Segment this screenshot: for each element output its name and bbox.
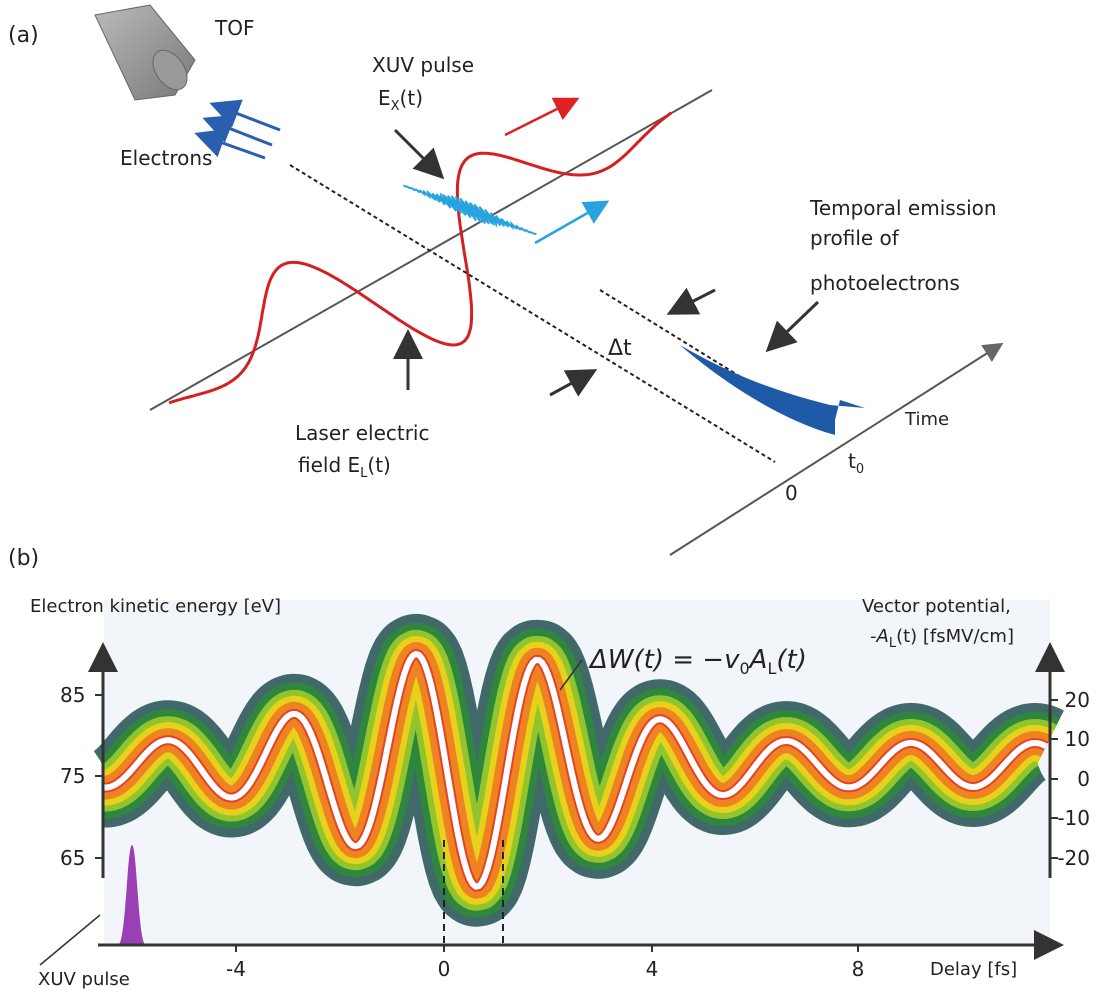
electron-arrows — [194, 99, 281, 160]
right-axis-title: -AL(t) [fsMV/cm] — [870, 626, 1014, 651]
spectrogram-layer — [104, 650, 1048, 890]
x-tick-label: 8 — [852, 957, 865, 981]
x-tick-label: -4 — [226, 957, 246, 981]
delta-arrow — [549, 369, 598, 397]
text: field E — [298, 453, 360, 477]
delta-t-label: Δt — [608, 336, 632, 361]
symbol: -A — [870, 626, 889, 647]
a-sub: L — [767, 659, 776, 678]
x-tick-label: 4 — [646, 957, 659, 981]
laser-label: Laser electric — [295, 421, 429, 445]
equation: ΔW(t) = −v0AL(t) — [588, 645, 807, 678]
arg: (t) — [776, 645, 806, 675]
equation-pointer — [559, 659, 583, 691]
panel-label: (a) — [8, 23, 39, 48]
right-axis-title: Vector potential, — [862, 596, 1011, 617]
dashed-guides — [289, 164, 831, 463]
tof-label: TOF — [214, 16, 254, 40]
xuv-pointer — [39, 914, 101, 966]
laser-field — [168, 111, 673, 405]
laser-label: field EL(t) — [298, 453, 391, 481]
xuv-pulse-shape — [118, 845, 146, 945]
pointer-arrow — [393, 128, 445, 180]
symbol: t — [848, 449, 856, 473]
time-label: Time — [904, 409, 949, 430]
left-tick-label: 65 — [60, 846, 85, 870]
emission-label: Temporal emission — [809, 196, 997, 220]
ticks: 85 75 65 20 10 0 -10 -20 -4 0 4 8 — [60, 683, 1090, 981]
subscript: 0 — [856, 462, 864, 477]
subscript: L — [889, 636, 897, 651]
v: v — [724, 645, 740, 675]
emission-profile — [680, 345, 865, 435]
subscript: L — [360, 466, 368, 481]
right-tick-label: 0 — [1077, 767, 1090, 791]
xuv-arrow — [534, 200, 610, 245]
spectrogram — [67, 613, 1083, 927]
pointer-arrow — [765, 300, 820, 353]
right-tick-label: -20 — [1057, 846, 1090, 870]
xuv-field-label: EX(t) — [378, 86, 423, 114]
unit: (t) [fsMV/cm] — [896, 626, 1014, 647]
delta-arrow — [666, 287, 716, 315]
a: A — [748, 645, 768, 675]
xuv-field — [402, 184, 537, 236]
right-tick-label: 20 — [1065, 688, 1090, 712]
laser-arrow — [504, 97, 580, 137]
argument: (t) — [400, 86, 423, 110]
propagation-axis — [149, 89, 713, 411]
right-tick-label: 10 — [1065, 727, 1090, 751]
x-axis-title: Delay [fs] — [930, 959, 1017, 980]
symbol: E — [378, 86, 391, 110]
left-tick-label: 75 — [60, 764, 85, 788]
left-tick-label: 85 — [60, 683, 85, 707]
x-tick-label: 0 — [438, 957, 451, 981]
v-sub: 0 — [739, 659, 749, 678]
emission-label: profile of — [810, 226, 900, 250]
right-tick-label: -10 — [1057, 806, 1090, 830]
t0-label: t0 — [848, 449, 864, 477]
panel-label: (b) — [8, 546, 39, 571]
left-axis-title: Electron kinetic energy [eV] — [30, 596, 281, 617]
xuv-pulse-label: XUV pulse — [38, 969, 130, 990]
subscript: X — [391, 99, 400, 114]
electrons-label: Electrons — [120, 146, 212, 170]
zero-label: 0 — [785, 481, 798, 505]
tof-detector — [94, 4, 196, 101]
argument: (t) — [367, 453, 390, 477]
emission-label: photoelectrons — [810, 271, 960, 295]
time-axis — [669, 342, 1004, 556]
xuv-pulse-label: XUV pulse — [372, 53, 474, 77]
lhs: ΔW(t) = − — [588, 645, 724, 675]
